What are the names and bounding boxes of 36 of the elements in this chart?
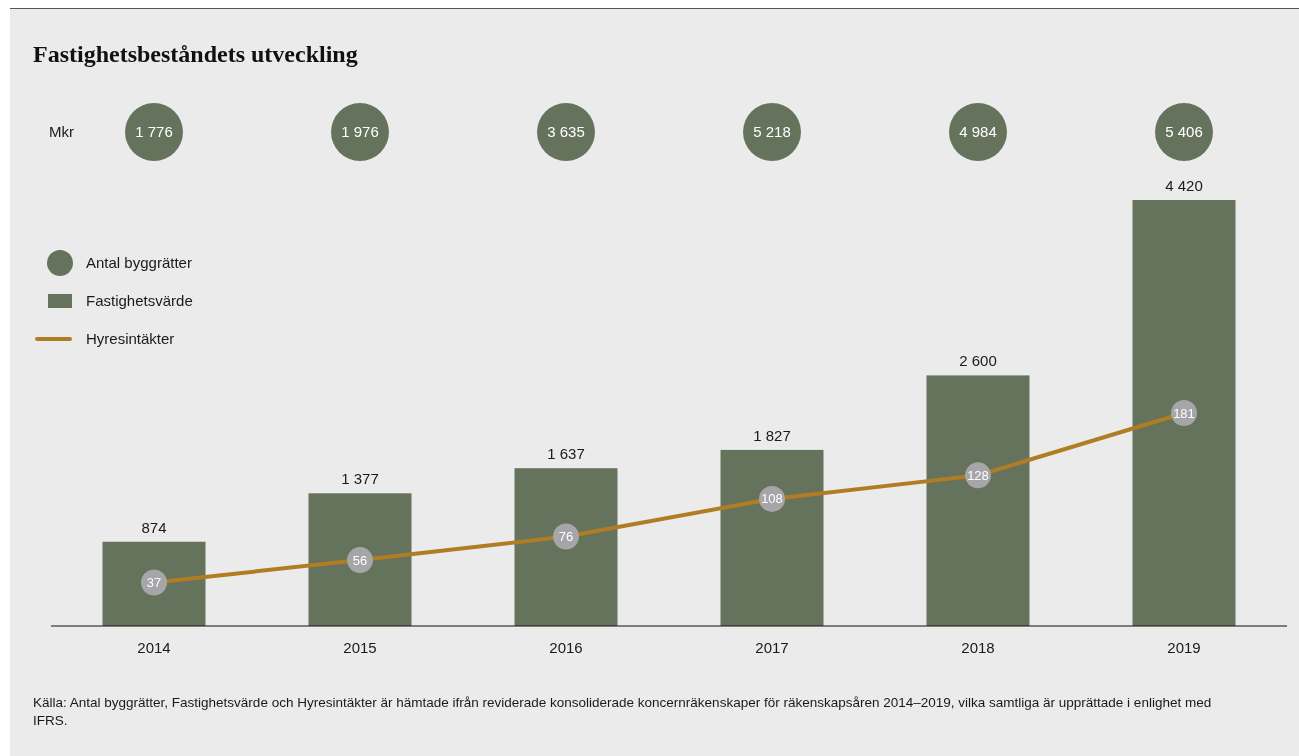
bar	[514, 468, 618, 626]
x-tick-label: 2017	[755, 638, 789, 656]
data-label: 4 984	[959, 123, 997, 140]
data-label: 128	[967, 467, 989, 483]
bar	[1132, 200, 1236, 626]
x-tick-label: 2014	[137, 638, 171, 656]
data-label: 2 600	[959, 352, 997, 370]
data-label: 5 218	[753, 123, 791, 140]
bar	[926, 375, 1030, 626]
legend-label: Fastighetsvärde	[86, 292, 193, 309]
data-label: 3 635	[547, 123, 585, 140]
data-label: 181	[1173, 405, 1195, 421]
data-label: 56	[352, 552, 368, 568]
legend-label: Antal byggrätter	[86, 254, 192, 271]
text: Källa: Antal byggrätter, Fastighetsvärde och Hyresintäkter är hämtade ifrån reviderade konsoliderade koncernräkenskaper för räkenskapsåren 2014–2019, vilka samtliga är upprättade i enlighet med IFRS.	[33, 694, 1213, 730]
legend-label: Hyresintäkter	[86, 330, 175, 347]
data-label: 1 776	[135, 123, 173, 140]
data-label: 1 827	[753, 426, 791, 444]
x-tick-label: 2018	[961, 638, 995, 656]
data-label: 1 637	[547, 445, 585, 463]
y-axis-title: Mkr	[49, 123, 74, 140]
data-label: 37	[146, 574, 162, 590]
data-label: 76	[558, 529, 574, 545]
x-tick-label: 2016	[549, 638, 583, 656]
x-tick-label: 2015	[343, 638, 377, 656]
data-label: 1 976	[341, 123, 379, 140]
data-label: 874	[141, 518, 167, 536]
data-label: 4 420	[1165, 177, 1203, 194]
x-tick-label: 2019	[1167, 638, 1201, 656]
text: Fastighetsbeståndets utveckling	[33, 41, 358, 68]
bar	[720, 449, 824, 626]
bar	[308, 493, 412, 626]
bar	[102, 541, 206, 626]
data-label: 5 406	[1165, 123, 1203, 140]
data-label: 108	[761, 491, 783, 507]
data-label: 1 377	[341, 470, 379, 488]
